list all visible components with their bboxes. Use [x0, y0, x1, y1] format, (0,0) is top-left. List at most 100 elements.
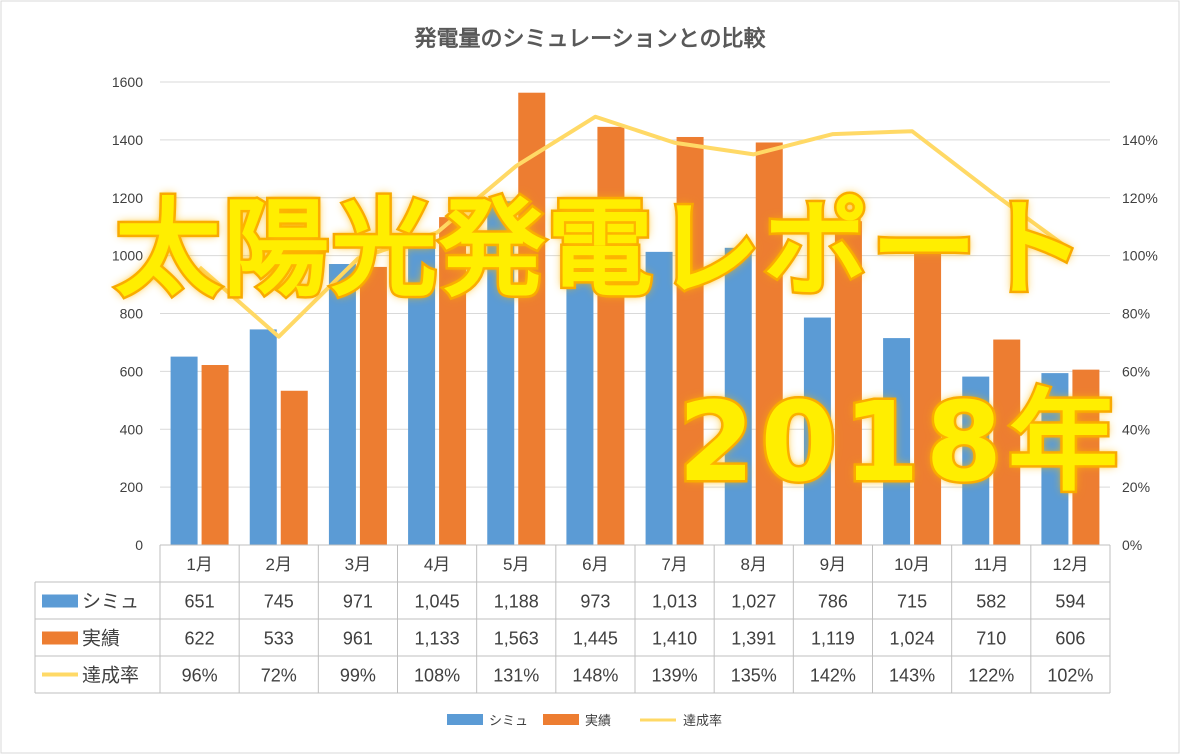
y-left-tick-label: 1400 [112, 132, 143, 148]
y-left-tick-label: 0 [135, 537, 143, 553]
line-tasseiritsu [198, 114, 1072, 339]
bar-shimu [645, 251, 673, 545]
chart-title: 発電量のシミュレーションとの比較 [414, 26, 767, 51]
table-cell: 710 [976, 629, 1006, 649]
table-cell: 971 [343, 592, 373, 612]
x-tick-label: 3月 [345, 555, 371, 574]
legend-key-box [42, 594, 78, 608]
bar-jisseki [676, 136, 704, 545]
y-left-tick-label: 1200 [112, 190, 143, 206]
table-cell: 148% [572, 666, 618, 686]
table-cell: 96% [182, 666, 218, 686]
table-cell: 622 [185, 629, 215, 649]
table-row-jisseki-label: 実績 [82, 628, 120, 650]
table-cell: 745 [264, 592, 294, 612]
table-cell: 1,410 [652, 629, 697, 649]
overlay-report-title: 太陽光発電レポート [113, 187, 1088, 312]
table-cell: 135% [731, 666, 777, 686]
bar-jisseki [597, 126, 625, 546]
x-tick-label: 12月 [1052, 555, 1088, 574]
table-cell: 1,563 [494, 629, 539, 649]
y-right-tick-label: 80% [1122, 306, 1150, 322]
table-cell: 1,027 [731, 592, 776, 612]
table-cell: 582 [976, 592, 1006, 612]
bar-jisseki [201, 365, 229, 545]
y-left-tick-label: 1600 [112, 74, 143, 90]
legend-key-box [543, 714, 579, 725]
table-cell: 973 [580, 592, 610, 612]
table-cell: 1,013 [652, 592, 697, 612]
table-cell: 139% [652, 666, 698, 686]
table-cell: 1,119 [811, 629, 855, 649]
bar-shimu [962, 376, 990, 545]
y-left-tick-label: 800 [120, 306, 144, 322]
table-cell: 533 [264, 629, 294, 649]
y-right-tick-label: 140% [1122, 132, 1158, 148]
x-tick-label: 10月 [894, 555, 930, 574]
overlay-year: 2018年 [675, 378, 1125, 507]
x-tick-label: 7月 [661, 555, 687, 574]
bar-shimu [724, 247, 752, 545]
table-cell: 786 [818, 592, 848, 612]
bar-shimu [408, 242, 436, 545]
bar-jisseki [518, 92, 546, 545]
table-cell: 1,045 [415, 592, 460, 612]
x-tick-label: 9月 [820, 555, 846, 574]
legend-key-box [42, 631, 78, 645]
table-cell: 1,024 [890, 629, 935, 649]
bar-jisseki [834, 221, 862, 545]
bar-shimu [170, 356, 198, 545]
y-right-tick-label: 120% [1122, 190, 1158, 206]
bar-shimu [249, 329, 277, 545]
table-row-tasseiritsu-label: 達成率 [82, 665, 139, 687]
table-cell: 1,133 [415, 629, 460, 649]
table-cell: 1,391 [731, 629, 776, 649]
bar-shimu [883, 338, 911, 545]
x-tick-label: 8月 [741, 555, 767, 574]
table-cell: 142% [810, 666, 856, 686]
bar-shimu [328, 264, 356, 545]
y-right-tick-label: 20% [1122, 479, 1150, 495]
table-cell: 122% [968, 666, 1014, 686]
legend-label: シミュ [489, 713, 528, 728]
table-cell: 594 [1055, 592, 1085, 612]
y-left-tick-label: 400 [120, 421, 144, 437]
table-cell: 651 [185, 592, 215, 612]
y-right-tick-label: 40% [1122, 421, 1150, 437]
bar-jisseki [993, 339, 1021, 545]
x-tick-label: 4月 [424, 555, 450, 574]
table-cell: 131% [493, 666, 539, 686]
bar-jisseki [755, 142, 783, 545]
legend-label: 実績 [585, 713, 611, 728]
legend-key-box [447, 714, 483, 725]
table-cell: 1,445 [573, 629, 618, 649]
table-row-shimu-label: シミュ [82, 592, 139, 613]
y-right-tick-label: 60% [1122, 363, 1150, 379]
bar-jisseki [359, 266, 387, 545]
table-cell: 102% [1047, 666, 1093, 686]
bar-jisseki [914, 248, 942, 545]
y-right-tick-label: 100% [1122, 248, 1158, 264]
table-cell: 72% [261, 666, 297, 686]
bar-shimu [566, 263, 594, 545]
y-left-tick-label: 1000 [112, 248, 143, 264]
table-cell: 1,188 [494, 592, 539, 612]
table-cell: 961 [343, 629, 373, 649]
legend-label: 達成率 [683, 713, 722, 728]
x-tick-label: 6月 [582, 555, 608, 574]
x-tick-label: 1月 [186, 555, 212, 574]
y-left-tick-label: 200 [120, 479, 144, 495]
bar-jisseki [1072, 369, 1100, 545]
table-cell: 108% [414, 666, 460, 686]
bar-shimu [1041, 373, 1069, 545]
table-cell: 715 [897, 592, 927, 612]
bar-jisseki [280, 390, 308, 545]
bar-jisseki [439, 217, 467, 545]
bar-shimu [487, 201, 515, 545]
x-tick-label: 11月 [974, 555, 1009, 574]
y-left-tick-label: 600 [120, 363, 144, 379]
x-tick-label: 2月 [266, 555, 292, 574]
